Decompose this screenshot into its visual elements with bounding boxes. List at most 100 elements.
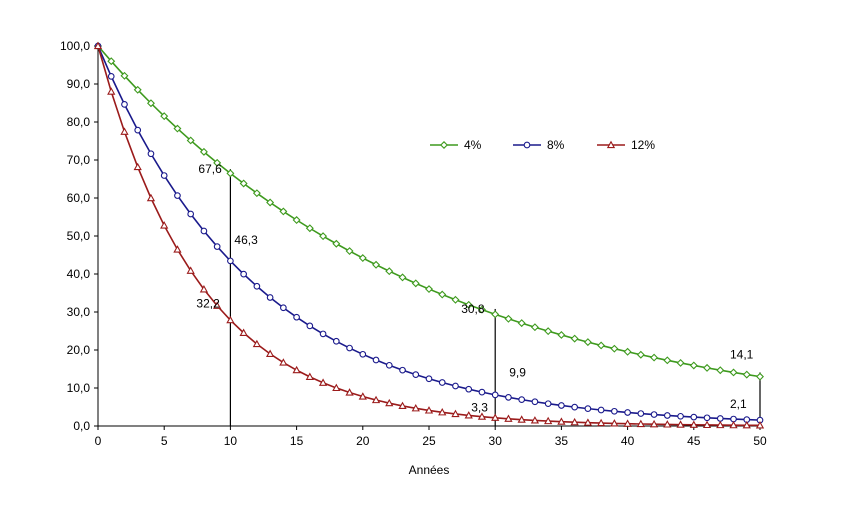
data-point [412,371,420,378]
x-axis-label: Années [409,463,450,477]
x-tick-label: 15 [290,434,304,448]
data-point [649,419,659,428]
data-point [385,398,394,407]
data-point [544,416,553,425]
x-tick-label: 40 [621,434,635,448]
axes: 0,0 10,0 20,0 30,0 40,0 50,0 60,0 70,0 80,0 90,0 1… [60,39,767,448]
data-point [134,126,142,134]
y-tick-label: 100,0 [60,39,90,53]
data-point [213,301,222,309]
legend-marker [523,141,531,149]
data-point [199,147,208,156]
data-point [650,353,659,362]
data-point [319,330,327,338]
data-point [477,412,487,420]
data-point [424,406,434,414]
data-point [226,169,235,178]
data-point [451,295,460,304]
legend-label: 4% [464,138,482,152]
x-tick-label: 50 [753,434,767,448]
y-tick-label: 40,0 [67,267,91,281]
data-point [345,388,354,396]
data-point [650,411,658,418]
legend-marker [440,141,448,149]
data-point [93,41,103,50]
data-point [240,270,247,278]
y-tick-label: 70,0 [67,153,91,167]
legend-item: 8% [513,138,565,152]
data-point [292,216,301,224]
reference-lines [229,169,761,426]
data-point [292,365,301,374]
y-tick-label: 50,0 [67,229,91,243]
legend-label: 12% [631,138,655,152]
data-point [676,420,685,428]
data-point [120,127,129,135]
data-label: 2,1 [730,397,747,411]
series-1 [94,42,764,381]
annotations: 67,6 46,3 32,2 30,8 9,9 3,3 14,1 2,1 [196,162,753,414]
data-label: 3,3 [471,400,488,414]
data-point [558,402,565,409]
data-point [571,403,578,411]
data-point [702,420,712,429]
x-tick-label: 35 [555,434,569,448]
data-point [624,409,631,416]
data-point [610,419,619,427]
data-point [226,315,235,324]
data-point [742,420,751,429]
series-line [97,45,761,378]
data-point [399,366,406,374]
data-point [372,356,380,364]
data-point [133,162,142,171]
data-point [464,300,473,309]
data-point [107,87,116,95]
data-point [636,419,645,428]
legend: 4% 8% 12% [430,138,655,152]
data-point [623,347,632,356]
data-point [133,85,142,94]
data-point [200,227,208,235]
data-point [583,418,593,426]
y-tick-label: 0,0 [73,419,90,433]
data-point [452,382,459,390]
data-point [186,266,195,274]
data-point [504,314,513,323]
data-point [252,189,261,198]
data-point [611,407,618,415]
data-point [610,344,619,353]
legend-marker [606,140,616,149]
data-label: 67,6 [198,162,222,176]
data-point [398,273,407,282]
data-point [174,192,181,199]
data-point [266,294,274,301]
data-point [530,416,540,424]
data-point [517,319,526,328]
x-tick-label: 5 [161,434,168,448]
data-point [346,344,353,352]
legend-label: 8% [547,138,565,152]
data-point [213,158,222,167]
data-point [597,341,606,350]
data-point [147,150,155,158]
data-point [570,417,579,426]
data-point [756,372,764,381]
data-point [385,267,394,276]
data-point [332,337,340,345]
data-point [371,395,381,404]
data-point [663,356,672,365]
data-point [530,323,539,332]
data-point [319,232,328,241]
data-point [623,419,632,427]
data-point [477,305,486,314]
legend-item: 4% [430,138,482,152]
data-point [266,198,275,207]
data-point [306,322,314,330]
data-point [451,409,460,418]
y-tick-label: 10,0 [67,381,91,395]
data-point [703,363,712,372]
data-point [438,407,447,416]
data-point [160,221,169,229]
data-label: 46,3 [234,233,258,247]
